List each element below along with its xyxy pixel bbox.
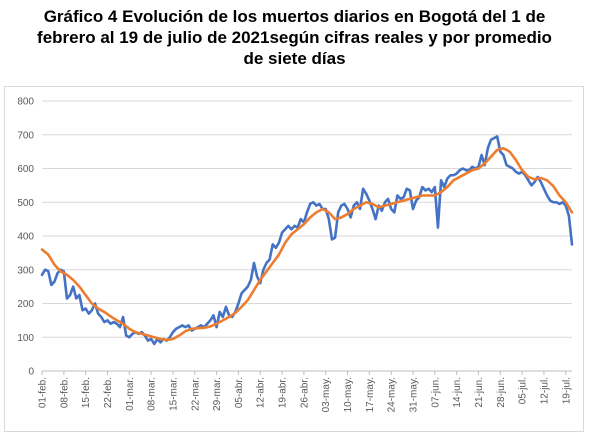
x-tick-label: 12-jul. (539, 377, 550, 404)
x-axis: 01-feb. 08-feb. 15-feb. 22-feb. 01-mar. 08-ma… (38, 371, 572, 412)
chart-title: Gráfico 4 Evolución de los muertos diari… (0, 6, 589, 69)
x-tick-label: 10-may. (343, 377, 354, 412)
y-tick-label: 100 (17, 333, 34, 344)
x-tick-label: 15-mar. (168, 377, 179, 411)
x-tick-label: 05-abr. (234, 377, 245, 408)
y-tick-label: 700 (17, 130, 34, 141)
x-tick-label: 26-abr. (299, 377, 310, 408)
x-tick-label: 05-jul. (518, 377, 529, 404)
x-tick-label: 17-may. (365, 377, 376, 412)
y-axis: 0 100 200 300 400 500 600 700 800 (17, 97, 34, 378)
y-tick-label: 600 (17, 164, 34, 175)
x-tick-label: 31-may. (409, 377, 420, 412)
series-line-daily (40, 135, 574, 346)
x-tick-label: 07-jun. (430, 377, 441, 408)
y-tick-label: 300 (17, 265, 34, 276)
y-tick-label: 0 (28, 367, 34, 378)
y-tick-label: 800 (17, 97, 34, 108)
x-tick-label: 03-may. (321, 377, 332, 412)
series-line-avg7 (40, 146, 574, 342)
x-tick-label: 08-mar. (147, 377, 158, 411)
x-tick-label: 21-jun. (474, 377, 485, 408)
chart-title-line-2: febrero al 19 de julio de 2021según cifr… (37, 28, 552, 47)
x-tick-label: 19-jul. (561, 377, 572, 404)
x-tick-label: 12-abr. (256, 377, 267, 408)
x-tick-label: 01-feb. (38, 377, 49, 408)
x-tick-label: 01-mar. (125, 377, 136, 411)
x-tick-label: 28-jun. (496, 377, 507, 408)
chart-frame (4, 86, 584, 432)
y-tick-label: 500 (17, 198, 34, 209)
x-tick-label: 08-feb. (59, 377, 70, 408)
series-group (40, 135, 574, 346)
y-tick-label: 400 (17, 232, 34, 243)
chart-title-line-3: de siete días (243, 49, 346, 68)
x-tick-label: 22-mar. (190, 377, 201, 411)
x-tick-label: 24-may. (387, 377, 398, 412)
gridlines (42, 100, 572, 372)
x-tick-label: 29-mar. (212, 377, 223, 411)
x-tick-label: 14-jun. (452, 377, 463, 408)
chart-title-line-1: Gráfico 4 Evolución de los muertos diari… (43, 7, 546, 26)
x-tick-label: 19-abr. (278, 377, 289, 408)
x-tick-label: 22-feb. (103, 377, 114, 408)
y-tick-label: 200 (17, 299, 34, 310)
x-tick-label: 15-feb. (81, 377, 92, 408)
